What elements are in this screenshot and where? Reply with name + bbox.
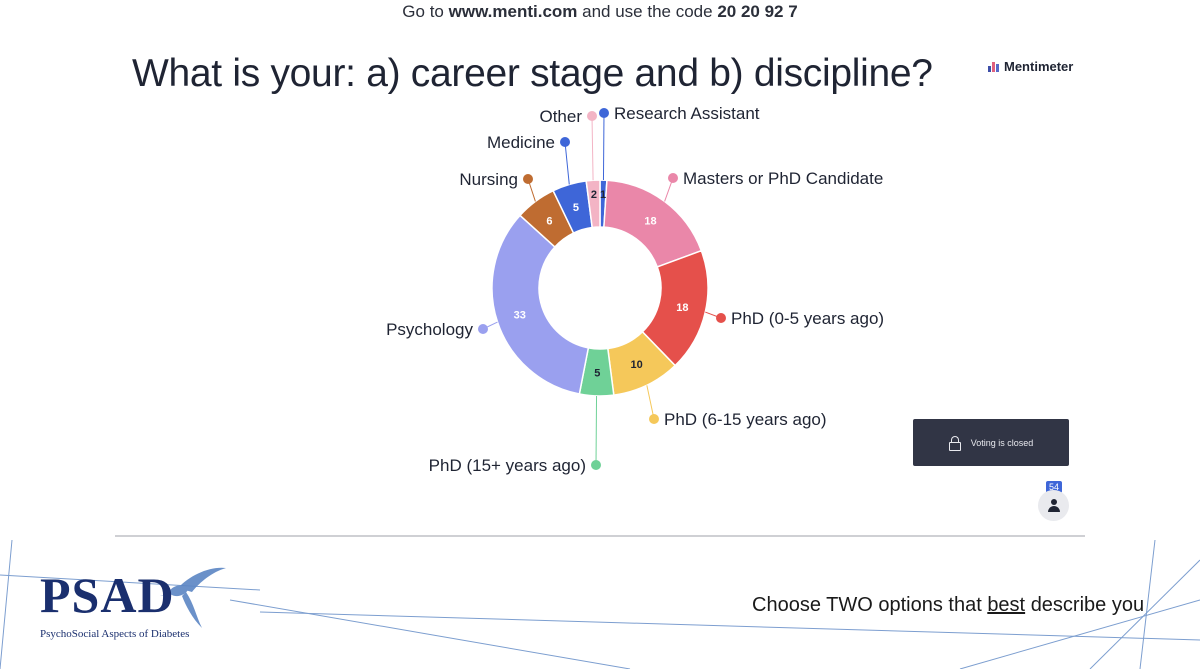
psad-logo: PSAD (40, 567, 175, 623)
chart-category-labels: Research Assistant Masters or PhD Candida… (386, 104, 884, 475)
value-label: 1 (600, 189, 606, 201)
label-dot (587, 111, 597, 121)
category-label: PhD (0-5 years ago) (731, 309, 884, 328)
value-label: 6 (546, 215, 552, 227)
join-instructions-banner: Go to www.menti.com and use the code 20 … (0, 0, 1200, 24)
leader-line (602, 112, 605, 181)
leader-line (595, 395, 598, 466)
leader-line (646, 385, 655, 420)
banner-prefix: Go to (402, 2, 444, 21)
slice-other (585, 179, 601, 229)
label-dot (649, 414, 659, 424)
person-icon (1047, 499, 1060, 512)
voting-status-text: Voting is closed (970, 437, 1034, 448)
category-label: Medicine (487, 133, 555, 152)
slide-caption: Choose TWO options that best describe yo… (752, 594, 1144, 617)
label-dot (599, 108, 609, 118)
leader-line (564, 141, 570, 185)
caption-after: describe you (1030, 594, 1145, 616)
category-label: Masters or PhD Candidate (683, 169, 883, 188)
caption-before: Choose TWO options that (752, 594, 982, 616)
label-dot (716, 313, 726, 323)
category-label: Research Assistant (614, 104, 760, 123)
chart-leader-lines (478, 108, 726, 470)
category-label: PhD (6-15 years ago) (664, 410, 827, 429)
mentimeter-brand: Mentimeter (988, 59, 1073, 74)
category-label: PhD (15+ years ago) (429, 456, 586, 475)
brand-name: Mentimeter (1004, 59, 1074, 74)
value-label: 33 (514, 310, 526, 322)
label-dot (591, 460, 601, 470)
slide-divider (115, 535, 1085, 537)
lock-icon (948, 435, 961, 451)
slice-psychology (491, 214, 590, 395)
value-label: 18 (676, 302, 688, 314)
label-dot (523, 174, 533, 184)
leader-line (591, 115, 594, 181)
label-dot (668, 173, 678, 183)
value-label: 2 (591, 189, 597, 201)
question-title: What is your: a) career stage and b) dis… (132, 52, 933, 95)
value-label: 5 (573, 202, 579, 214)
voting-closed-button[interactable]: Voting is closed (913, 419, 1069, 466)
chart-slices (491, 179, 709, 397)
label-dot (478, 324, 488, 334)
voting-code: 20 20 92 7 (717, 2, 798, 21)
value-label: 18 (644, 215, 656, 227)
category-label: Psychology (386, 320, 473, 339)
label-dot (560, 137, 570, 147)
caption-emphasis: best (987, 594, 1026, 616)
category-label: Other (539, 107, 582, 126)
hummingbird-icon (160, 567, 226, 628)
psad-logo-subtitle: PsychoSocial Aspects of Diabetes (40, 628, 190, 640)
audience-button[interactable] (1038, 490, 1069, 521)
mentimeter-logo-icon (988, 61, 999, 72)
value-label: 10 (631, 359, 643, 371)
value-label: 5 (594, 367, 600, 379)
banner-middle: and use the code (582, 2, 713, 21)
menti-url[interactable]: www.menti.com (448, 2, 578, 21)
category-label: Nursing (459, 170, 518, 189)
